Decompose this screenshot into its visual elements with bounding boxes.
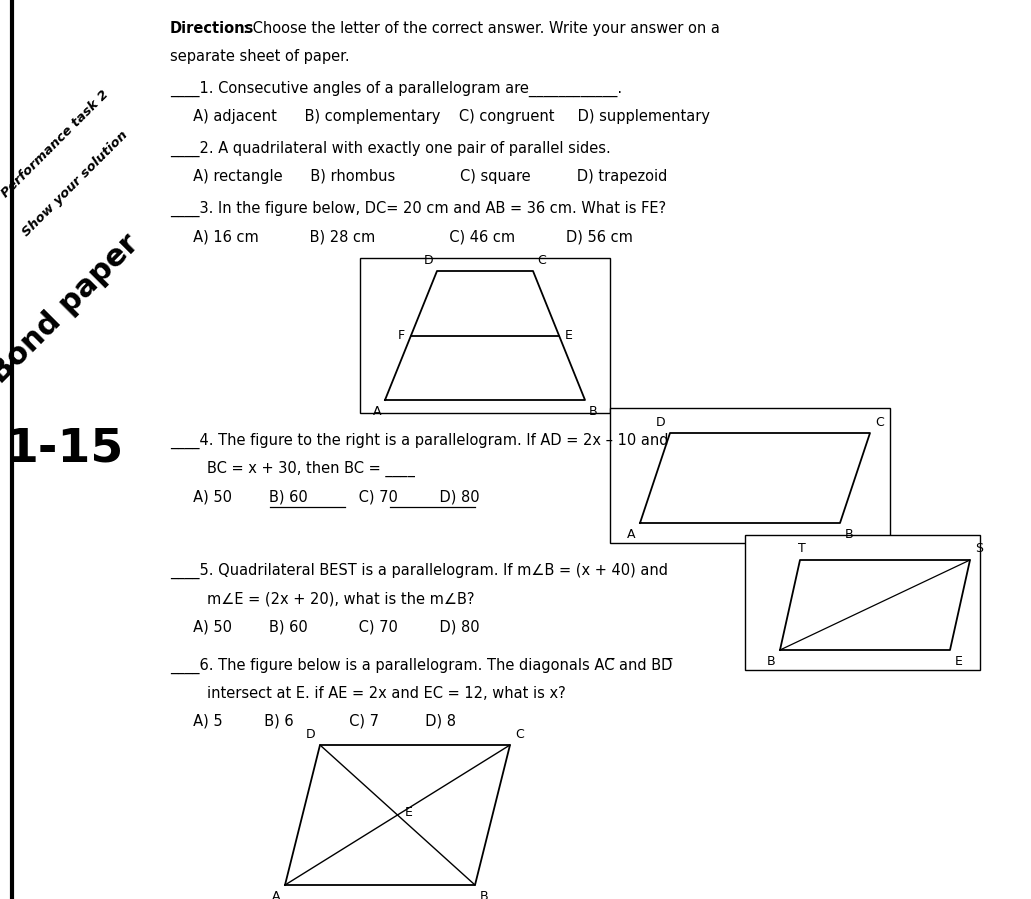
Text: ____4. The figure to the right is a parallelogram. If AD = 2x – 10 and: ____4. The figure to the right is a para…	[170, 433, 668, 450]
Text: S: S	[975, 542, 983, 555]
Text: A) adjacent      B) complementary    C) congruent     D) supplementary: A) adjacent B) complementary C) congruen…	[170, 109, 710, 124]
Text: A: A	[271, 890, 280, 899]
Text: A: A	[627, 528, 635, 541]
Text: T: T	[798, 542, 806, 555]
Text: ____3. In the figure below, DC= 20 cm and AB = 36 cm. What is FE?: ____3. In the figure below, DC= 20 cm an…	[170, 201, 666, 218]
Text: ____5. Quadrilateral BEST is a parallelogram. If m∠B = (x + 40) and: ____5. Quadrilateral BEST is a parallelo…	[170, 563, 668, 579]
Text: A) 16 cm           B) 28 cm                C) 46 cm           D) 56 cm: A) 16 cm B) 28 cm C) 46 cm D) 56 cm	[170, 229, 633, 244]
Text: B: B	[480, 890, 489, 899]
Text: B: B	[845, 528, 854, 541]
Text: A: A	[372, 405, 381, 418]
Bar	[745, 535, 980, 670]
Text: E: E	[565, 329, 573, 342]
Text: C: C	[516, 728, 524, 741]
Text: F: F	[398, 329, 405, 342]
Text: intersect at E. if AE = 2x and EC = 12, what is x?: intersect at E. if AE = 2x and EC = 12, …	[170, 686, 566, 701]
Text: Directions: Directions	[170, 21, 255, 36]
Text: ____2. A quadrilateral with exactly one pair of parallel sides.: ____2. A quadrilateral with exactly one …	[170, 141, 610, 157]
Text: E: E	[955, 655, 963, 668]
Text: D: D	[424, 254, 433, 267]
Text: B: B	[766, 655, 775, 668]
Text: A) 50        B) 60           C) 70         D) 80: A) 50 B) 60 C) 70 D) 80	[170, 619, 479, 634]
Text: separate sheet of paper.: separate sheet of paper.	[170, 49, 350, 64]
Text: A) 50        B) 60           C) 70         D) 80: A) 50 B) 60 C) 70 D) 80	[170, 489, 479, 504]
Text: BC = x + 30, then BC = ____: BC = x + 30, then BC = ____	[170, 461, 414, 477]
Text: Bond paper: Bond paper	[0, 229, 145, 389]
Text: Performance task 2: Performance task 2	[0, 88, 111, 200]
Text: D: D	[656, 416, 665, 429]
Text: C: C	[875, 416, 884, 429]
Text: 1-15: 1-15	[6, 426, 124, 471]
Bar	[610, 408, 890, 543]
Text: Show your solution: Show your solution	[20, 129, 130, 239]
Bar	[360, 258, 610, 413]
Text: A) 5         B) 6            C) 7          D) 8: A) 5 B) 6 C) 7 D) 8	[170, 714, 456, 729]
Text: C: C	[537, 254, 545, 267]
Text: ____6. The figure below is a parallelogram. The diagonals AC̅ and BD̅: ____6. The figure below is a parallelogr…	[170, 658, 672, 674]
Text: A) rectangle      B) rhombus              C) square          D) trapezoid: A) rectangle B) rhombus C) square D) tra…	[170, 169, 667, 184]
Text: E: E	[404, 806, 412, 820]
Text: D: D	[305, 728, 315, 741]
Text: B: B	[589, 405, 598, 418]
Text: ____1. Consecutive angles of a parallelogram are____________.: ____1. Consecutive angles of a parallelo…	[170, 81, 622, 97]
Text: m∠E = (2x + 20), what is the m∠B?: m∠E = (2x + 20), what is the m∠B?	[170, 591, 474, 606]
Text: : Choose the letter of the correct answer. Write your answer on a: : Choose the letter of the correct answe…	[243, 21, 720, 36]
